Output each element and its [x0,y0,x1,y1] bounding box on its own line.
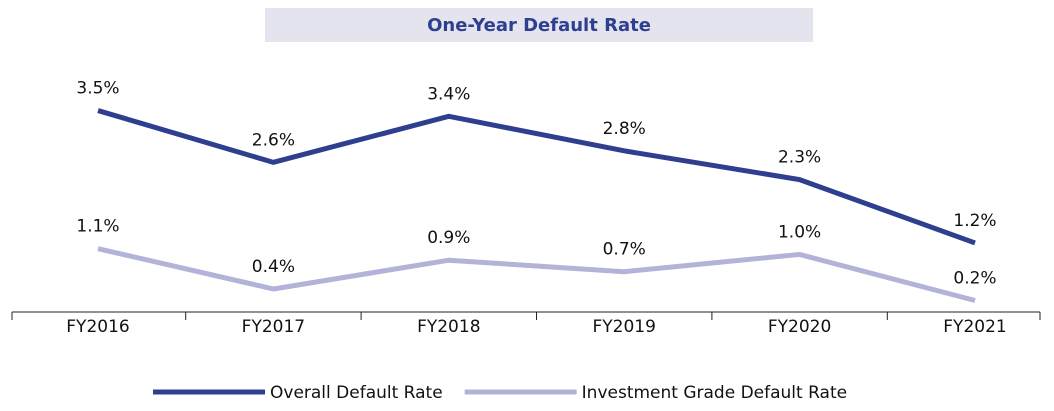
title-box [265,8,813,42]
x-tick-label: FY2021 [943,317,1006,337]
series-line [97,108,976,246]
data-label: 2.3% [778,148,821,168]
data-label: 0.9% [427,228,470,248]
data-label: 1.2% [953,211,996,231]
x-tick-label: FY2019 [592,317,655,337]
x-tick-label: FY2018 [417,317,480,337]
x-tick-label: FY2020 [768,317,831,337]
chart-title: One-Year Default Rate [427,15,651,36]
data-label: 3.4% [427,84,470,104]
x-tick-label: FY2017 [242,317,305,337]
data-label: 3.5% [76,79,119,99]
data-label: 1.0% [778,222,821,242]
data-label: 0.2% [953,268,996,288]
data-label: 2.6% [252,130,295,150]
data-label: 0.4% [252,257,295,277]
legend-label: Overall Default Rate [270,383,443,403]
data-label: 2.8% [603,119,646,139]
series-line [97,246,976,303]
legend-label: Investment Grade Default Rate [582,383,847,403]
data-label: 1.1% [76,217,119,237]
data-label: 0.7% [603,240,646,260]
x-tick-label: FY2016 [66,317,129,337]
